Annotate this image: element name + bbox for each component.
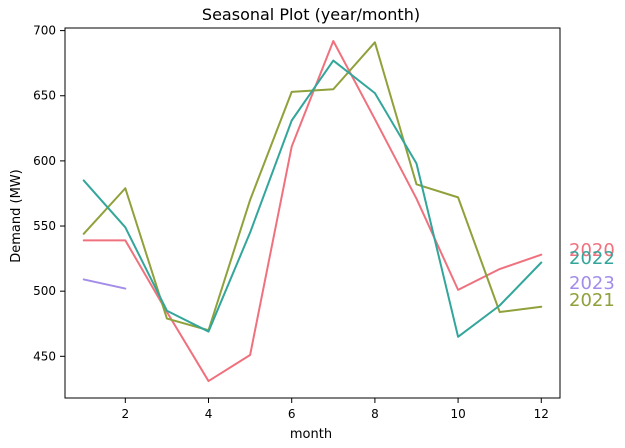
series-line-2022 xyxy=(82,59,543,338)
series-label-2022: 2022 xyxy=(569,248,615,269)
plot-layer xyxy=(64,27,561,399)
series-label-2021: 2021 xyxy=(569,290,615,311)
series-layer xyxy=(82,40,543,383)
y-tick-label-600: 600 xyxy=(33,154,56,168)
y-tick-label-550: 550 xyxy=(33,219,56,233)
y-tick-label-650: 650 xyxy=(33,89,56,103)
y-tick-label-500: 500 xyxy=(33,284,56,298)
x-tick-label-8: 8 xyxy=(371,407,379,421)
x-tick-label-10: 10 xyxy=(450,407,465,421)
plot-frame xyxy=(64,27,561,399)
x-tick-label-4: 4 xyxy=(205,407,213,421)
y-tick-label-700: 700 xyxy=(33,24,56,38)
chart-title: Seasonal Plot (year/month) xyxy=(202,5,420,24)
y-tick-label-450: 450 xyxy=(33,349,56,363)
tick-layer xyxy=(60,30,542,403)
text-layer: Seasonal Plot (year/month) month Demand … xyxy=(9,5,615,442)
series-label-2020: 2020 xyxy=(569,240,615,261)
x-axis-label: month xyxy=(290,427,332,442)
series-line-2023 xyxy=(82,278,127,290)
x-tick-label-2: 2 xyxy=(121,407,129,421)
x-tick-label-6: 6 xyxy=(288,407,296,421)
x-tick-label-12: 12 xyxy=(534,407,549,421)
y-axis-label: Demand (MW) xyxy=(9,169,24,262)
series-label-2023: 2023 xyxy=(569,273,615,294)
